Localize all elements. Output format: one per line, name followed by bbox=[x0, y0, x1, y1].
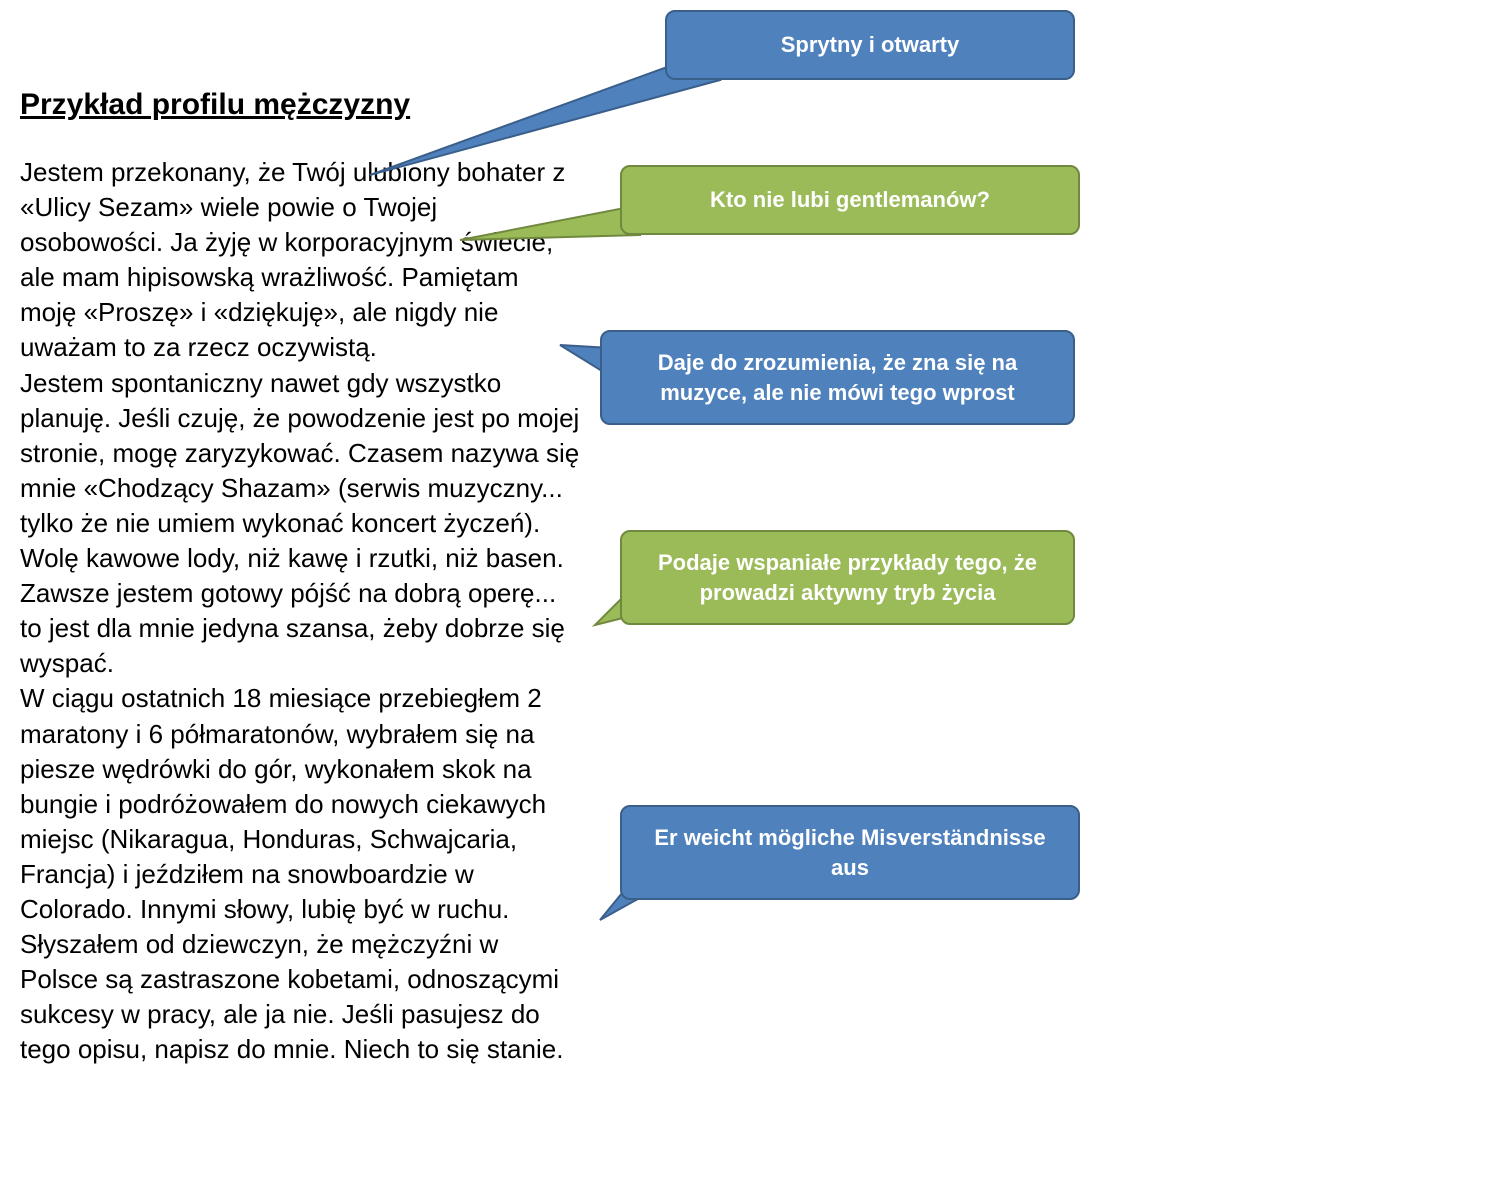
profile-paragraph: Jestem przekonany, że Twój ulubiony boha… bbox=[20, 155, 580, 366]
callout-box: Sprytny i otwarty bbox=[665, 10, 1075, 80]
page-title: Przykład profilu mężczyzny bbox=[20, 88, 410, 122]
callout-text: Er weicht mögliche Misverständnisse aus bbox=[642, 823, 1058, 882]
profile-paragraph: Jestem spontaniczny nawet gdy wszystko p… bbox=[20, 366, 580, 541]
callout-box: Podaje wspaniałe przykłady tego, że prow… bbox=[620, 530, 1075, 625]
callout-box: Kto nie lubi gentlemanów? bbox=[620, 165, 1080, 235]
profile-body: Jestem przekonany, że Twój ulubiony boha… bbox=[20, 155, 580, 1067]
callout-text: Podaje wspaniałe przykłady tego, że prow… bbox=[642, 548, 1053, 607]
callout-box: Daje do zrozumienia, że zna się na muzyc… bbox=[600, 330, 1075, 425]
callout-box: Er weicht mögliche Misverständnisse aus bbox=[620, 805, 1080, 900]
page-root: Przykład profilu mężczyzny Jestem przeko… bbox=[0, 0, 1506, 1193]
callout-text: Daje do zrozumienia, że zna się na muzyc… bbox=[622, 348, 1053, 407]
callout-text: Sprytny i otwarty bbox=[781, 32, 959, 58]
profile-paragraph: Wolę kawowe lody, niż kawę i rzutki, niż… bbox=[20, 541, 580, 681]
callout-text: Kto nie lubi gentlemanów? bbox=[710, 187, 990, 213]
profile-paragraph: Słyszałem od dziewczyn, że mężczyźni w P… bbox=[20, 927, 580, 1067]
profile-paragraph: W ciągu ostatnich 18 miesiące przebiegłe… bbox=[20, 681, 580, 927]
